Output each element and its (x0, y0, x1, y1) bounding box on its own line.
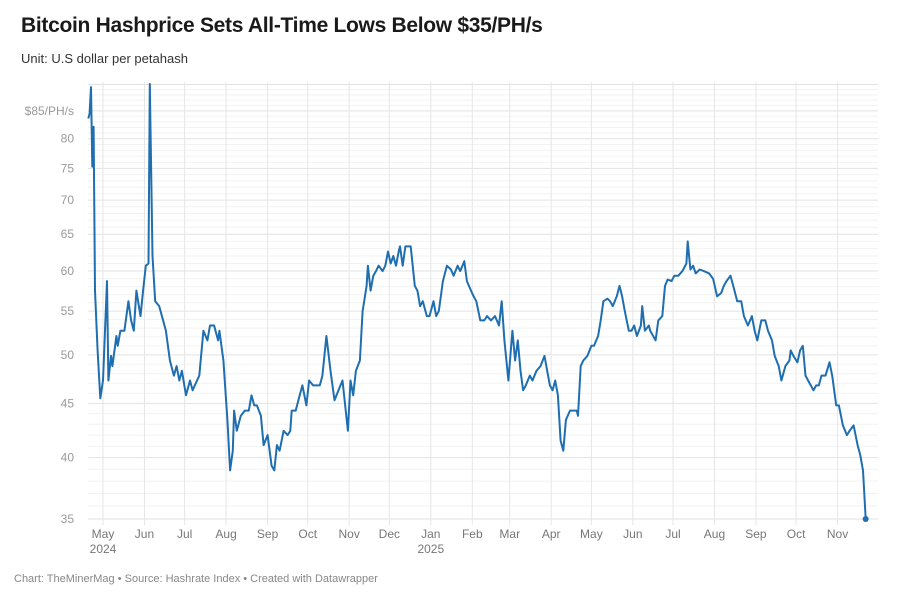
x-tick-label: Aug (215, 527, 236, 541)
hashprice-series-line (87, 83, 867, 520)
x-tick-label: Aug (704, 527, 725, 541)
chart-footer: Chart: TheMinerMag • Source: Hashrate In… (14, 573, 378, 585)
y-tick-label: 35 (61, 512, 75, 526)
x-tick-label: Jul (177, 527, 192, 541)
y-tick-label: 45 (61, 396, 75, 410)
latest-value-dot (862, 516, 869, 522)
chart-subtitle: Unit: U.S dollar per petahash (21, 51, 188, 66)
x-tick-year-label: 2025 (417, 542, 444, 556)
x-tick-label: Jul (665, 527, 680, 541)
x-tick-label: Jun (623, 527, 642, 541)
y-tick-label: 50 (61, 348, 75, 362)
x-tick-label: Dec (379, 527, 400, 541)
x-tick-label: May (92, 527, 115, 541)
x-tick-label: Feb (462, 527, 483, 541)
x-tick-year-label: 2024 (90, 542, 117, 556)
x-tick-label: Sep (257, 527, 279, 541)
x-tick-label: Sep (745, 527, 767, 541)
x-tick-label: Oct (298, 527, 317, 541)
grid (88, 82, 878, 525)
x-tick-label: Jun (135, 527, 154, 541)
x-tick-label: May (580, 527, 603, 541)
y-tick-label: 65 (61, 227, 75, 241)
y-tick-label: 70 (61, 193, 75, 207)
y-tick-label: 40 (61, 451, 75, 465)
y-tick-label: 55 (61, 304, 75, 318)
y-tick-label: $85/PH/s (25, 104, 74, 118)
y-tick-label: 60 (61, 264, 75, 278)
y-tick-label: 80 (61, 132, 75, 146)
x-tick-label: Apr (542, 527, 561, 541)
y-tick-label: 75 (61, 161, 75, 175)
chart-title: Bitcoin Hashprice Sets All-Time Lows Bel… (21, 14, 543, 37)
y-axis: $85/PH/s 80 75 70 65 60 55 50 45 40 35 (25, 104, 75, 526)
x-tick-label: Nov (339, 527, 360, 541)
x-tick-label: Jan (421, 527, 440, 541)
x-tick-label: Nov (827, 527, 848, 541)
x-tick-label: Oct (787, 527, 806, 541)
x-tick-label: Mar (499, 527, 520, 541)
